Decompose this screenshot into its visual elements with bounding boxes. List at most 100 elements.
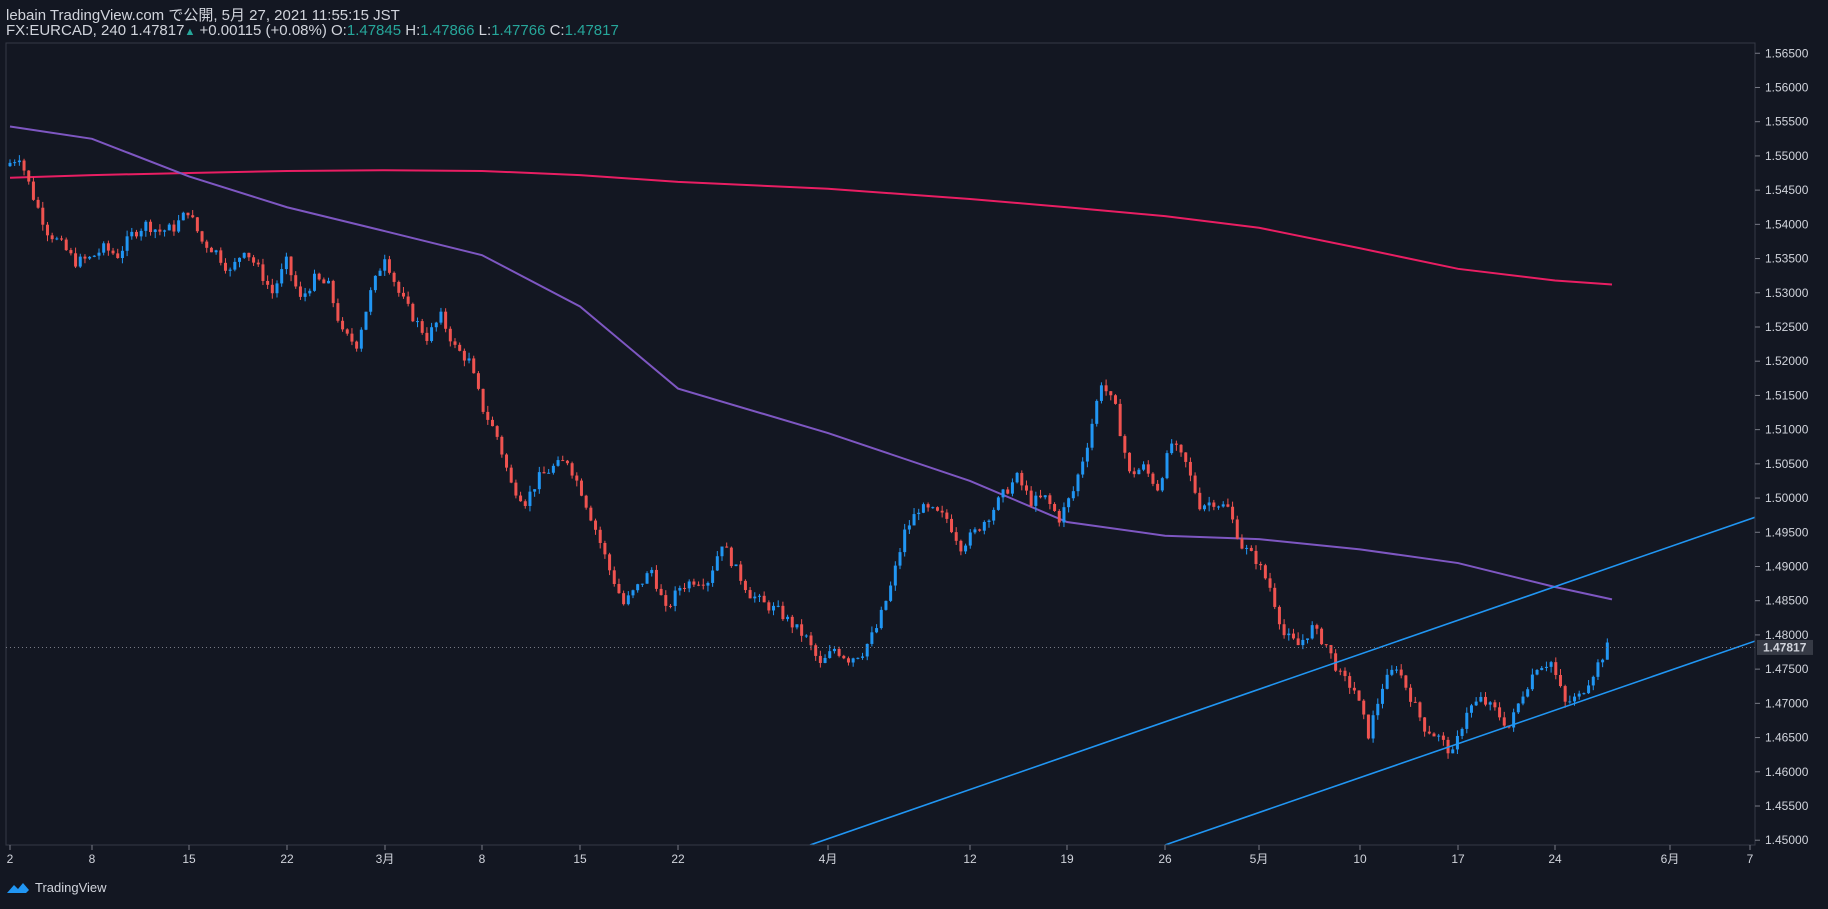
- candle-body: [430, 327, 434, 341]
- candle-body: [809, 635, 813, 646]
- candle-body: [1540, 667, 1544, 671]
- time-tick-label: 3月: [376, 852, 395, 866]
- candle-body: [448, 328, 452, 342]
- candle-body: [650, 569, 654, 574]
- candle-body: [734, 564, 738, 567]
- candle-body: [1582, 693, 1586, 695]
- candle-body: [931, 507, 935, 509]
- candle-body: [336, 303, 340, 321]
- moving-average-long-line: [9, 169, 1613, 286]
- candle-body: [476, 373, 480, 389]
- candle-body: [270, 284, 274, 294]
- candle-body: [1128, 452, 1132, 472]
- candle-body: [233, 261, 237, 270]
- candle-body: [92, 255, 96, 257]
- candle-body: [1413, 701, 1417, 703]
- candle-body: [177, 220, 181, 232]
- candle-body: [514, 482, 518, 496]
- candle-body: [786, 616, 790, 620]
- candle-body: [584, 495, 588, 508]
- candle-body: [509, 467, 513, 483]
- candle-body: [8, 162, 12, 167]
- candle-body: [954, 532, 958, 541]
- candle-body: [195, 217, 199, 232]
- candle-body: [743, 580, 747, 591]
- last-price: 1.47817: [130, 22, 185, 39]
- candle-body: [41, 207, 45, 225]
- candle-body: [1380, 688, 1384, 704]
- candle-body: [1277, 606, 1281, 625]
- candle-body: [50, 235, 54, 240]
- candle-body: [950, 518, 954, 533]
- candle-body: [214, 250, 218, 253]
- candle-body: [715, 556, 719, 571]
- candle-body: [383, 259, 387, 271]
- symbol-name[interactable]: FX:EURCAD, 240: [6, 22, 127, 39]
- candle-body: [1020, 472, 1024, 486]
- candle-body: [921, 504, 925, 513]
- candle-body: [814, 645, 818, 656]
- candle-body: [163, 230, 167, 232]
- candle-body: [1315, 625, 1319, 629]
- candle-body: [1502, 717, 1506, 726]
- candle-body: [987, 520, 991, 522]
- candle-body: [36, 199, 40, 208]
- candle-body: [261, 264, 265, 281]
- candle-body: [1605, 642, 1609, 660]
- price-tick-label: 1.53000: [1765, 286, 1809, 300]
- candle-body: [823, 657, 827, 663]
- candle-body: [88, 256, 92, 259]
- candle-body: [575, 475, 579, 481]
- low-value: 1.47766: [491, 22, 546, 39]
- candle-body: [387, 259, 391, 273]
- candle-body: [912, 514, 916, 526]
- candle-body: [1254, 550, 1258, 565]
- candle-body: [800, 624, 804, 636]
- candle-body: [228, 269, 232, 271]
- time-tick-label: 22: [280, 852, 294, 866]
- price-tick-label: 1.46000: [1765, 765, 1809, 779]
- candle-body: [659, 588, 663, 596]
- candle-body: [1188, 461, 1192, 476]
- candle-body: [1156, 483, 1160, 491]
- tradingview-brand[interactable]: TradingView: [6, 880, 107, 895]
- candle-body: [804, 635, 808, 637]
- candle-body: [1231, 506, 1235, 520]
- candle-body: [1006, 489, 1010, 494]
- candle-body: [453, 341, 457, 345]
- price-tick-label: 1.56000: [1765, 80, 1809, 94]
- candle-body: [1142, 464, 1146, 470]
- candle-body: [495, 426, 499, 437]
- candle-body: [832, 648, 836, 652]
- candle-body: [1291, 633, 1295, 639]
- candle-body: [1090, 423, 1094, 448]
- price-axis[interactable]: 1.56500 1.56000 1.55500 1.55000 1.54500 1.540…: [1755, 46, 1809, 847]
- time-axis[interactable]: 2 8 15 22 3月 8 15 22 4月 12 19 26 5月 10 17 24 6月 7: [7, 845, 1754, 866]
- high-label: H:: [405, 22, 421, 39]
- plot-area[interactable]: [5, 42, 1756, 846]
- candle-body: [1390, 669, 1394, 675]
- channel-lines[interactable]: [809, 516, 1755, 845]
- candle-body: [1015, 472, 1019, 483]
- candle-body: [1301, 639, 1305, 646]
- candle-body: [458, 344, 462, 351]
- candle-body: [1240, 538, 1244, 549]
- candle-body: [130, 231, 134, 237]
- candle-body: [711, 570, 715, 583]
- time-tick-label: 12: [963, 852, 977, 866]
- candle-body: [1296, 638, 1300, 646]
- candle-body: [1057, 510, 1061, 523]
- candle-body: [158, 229, 162, 232]
- candle-body: [1217, 506, 1221, 508]
- candle-body: [1591, 676, 1595, 686]
- candle-body: [27, 170, 31, 182]
- candle-body: [1310, 625, 1314, 639]
- publish-info: lebain TradingView.com で公開, 5月 27, 2021 …: [6, 7, 400, 24]
- candle-body: [898, 552, 902, 566]
- candle-body: [1601, 659, 1605, 663]
- candle-body: [1151, 473, 1155, 484]
- candle-body: [683, 587, 687, 589]
- candle-body: [17, 160, 21, 163]
- candle-body: [134, 231, 138, 237]
